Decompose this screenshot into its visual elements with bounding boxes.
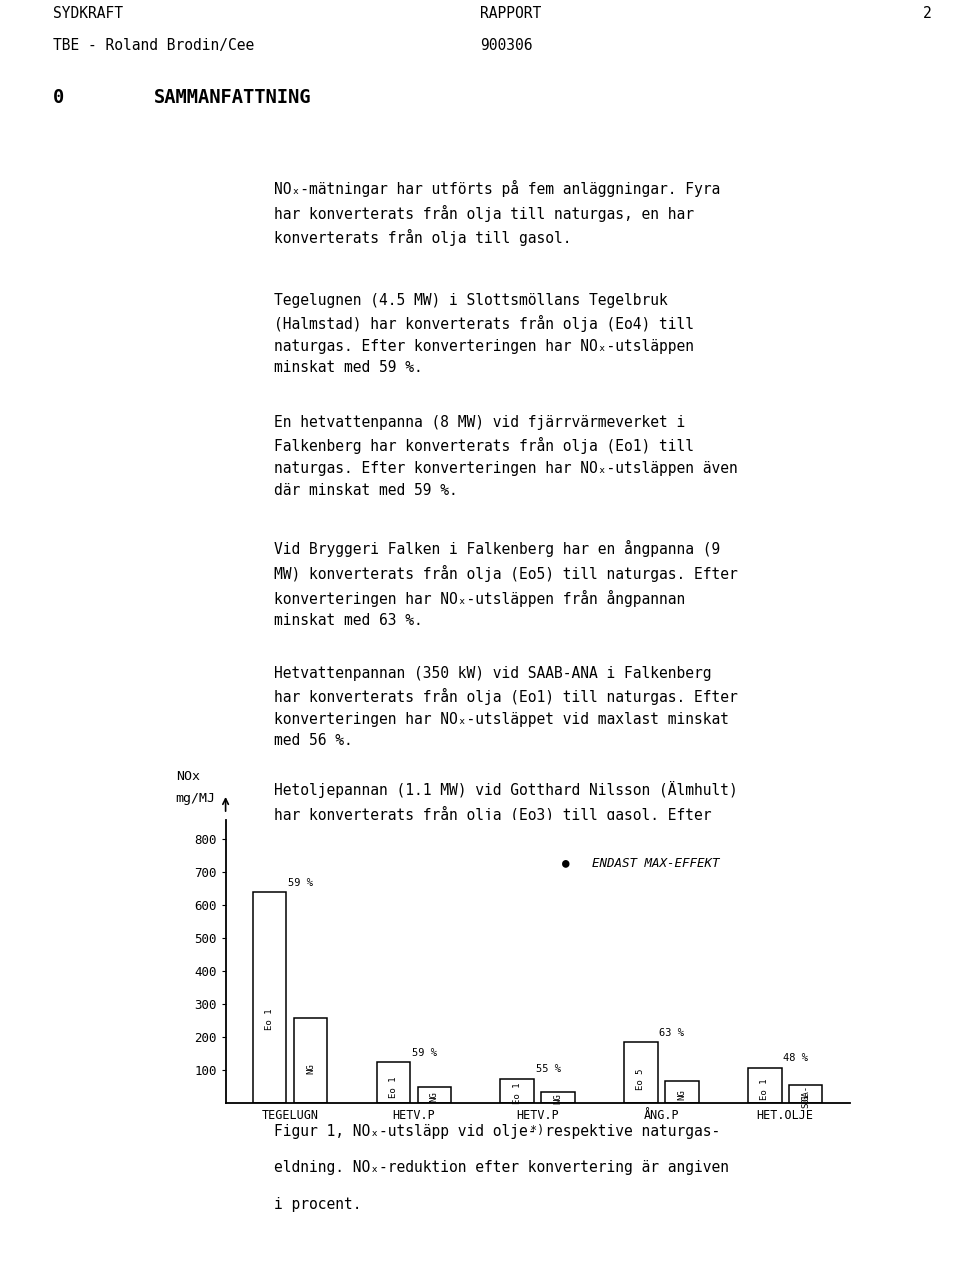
Text: Hetvattenpannan (350 kW) vid SAAB-ANA i Falkenberg
har konverterats från olja (E: Hetvattenpannan (350 kW) vid SAAB-ANA i … [274,666,737,749]
Text: mg/MJ: mg/MJ [176,792,216,806]
Text: NOx: NOx [176,769,200,783]
Text: SOL: SOL [802,1092,810,1107]
Text: Eo 5: Eo 5 [636,1068,645,1090]
Text: NG: NG [678,1090,686,1100]
Text: Eo 1: Eo 1 [389,1076,397,1097]
Text: 63 %: 63 % [660,1028,684,1038]
Text: SAMMANFATTNING: SAMMANFATTNING [154,88,311,107]
Text: NG: NG [554,1093,563,1105]
Text: GA-: GA- [802,1086,810,1101]
Text: Figur 1, NOₓ-utsläpp vid olje- respektive naturgas-: Figur 1, NOₓ-utsläpp vid olje- respektiv… [274,1124,720,1139]
Text: 0: 0 [53,88,64,107]
Text: TBE - Roland Brodin/Cee: TBE - Roland Brodin/Cee [53,38,254,53]
Text: Vid Bryggeri Falken i Falkenberg har en ångpanna (9
MW) konverterats från olja (: Vid Bryggeri Falken i Falkenberg har en … [274,540,737,628]
Bar [789,1084,823,1103]
Bar [541,1092,575,1103]
Text: 900306: 900306 [480,38,533,53]
Bar [624,1043,658,1103]
Text: 48 %: 48 % [783,1053,808,1063]
Text: NOₓ-mätningar har utförts på fem anläggningar. Fyra
har konverterats från olja t: NOₓ-mätningar har utförts på fem anläggn… [274,180,720,246]
Text: RAPPORT: RAPPORT [480,5,541,20]
Text: eldning. NOₓ-reduktion efter konvertering är angiven: eldning. NOₓ-reduktion efter konverterin… [274,1160,729,1175]
Bar [665,1081,699,1103]
Text: Eo 1: Eo 1 [760,1078,769,1100]
Text: ●   ENDAST MAX-EFFEKT: ● ENDAST MAX-EFFEKT [563,856,720,869]
Text: 59 %: 59 % [288,878,313,888]
Bar [418,1087,451,1103]
Text: i procent.: i procent. [274,1198,361,1212]
Text: NG: NG [430,1091,439,1102]
Bar [748,1068,781,1103]
Text: En hetvattenpanna (8 MW) vid fjärrvärmeverket i
Falkenberg har konverterats från: En hetvattenpanna (8 MW) vid fjärrvärmev… [274,415,737,498]
Text: Hetoljepannan (1.1 MW) vid Gotthard Nilsson (Älmhult)
har konverterats från olja: Hetoljepannan (1.1 MW) vid Gotthard Nils… [274,782,737,845]
Text: SYDKRAFT: SYDKRAFT [53,5,123,20]
Bar [252,893,286,1103]
Text: NG: NG [306,1064,315,1074]
Text: 55 %: 55 % [536,1064,561,1074]
Bar [376,1062,410,1103]
Bar [500,1078,534,1103]
Text: Eo 1: Eo 1 [265,1008,274,1030]
Text: Eo 1: Eo 1 [513,1083,521,1105]
Bar [294,1018,327,1103]
Text: Tegelugnen (4.5 MW) i Slottsmöllans Tegelbruk
(Halmstad) har konverterats från o: Tegelugnen (4.5 MW) i Slottsmöllans Tege… [274,293,693,376]
Text: 59 %: 59 % [412,1048,437,1058]
Text: 2: 2 [923,5,931,20]
